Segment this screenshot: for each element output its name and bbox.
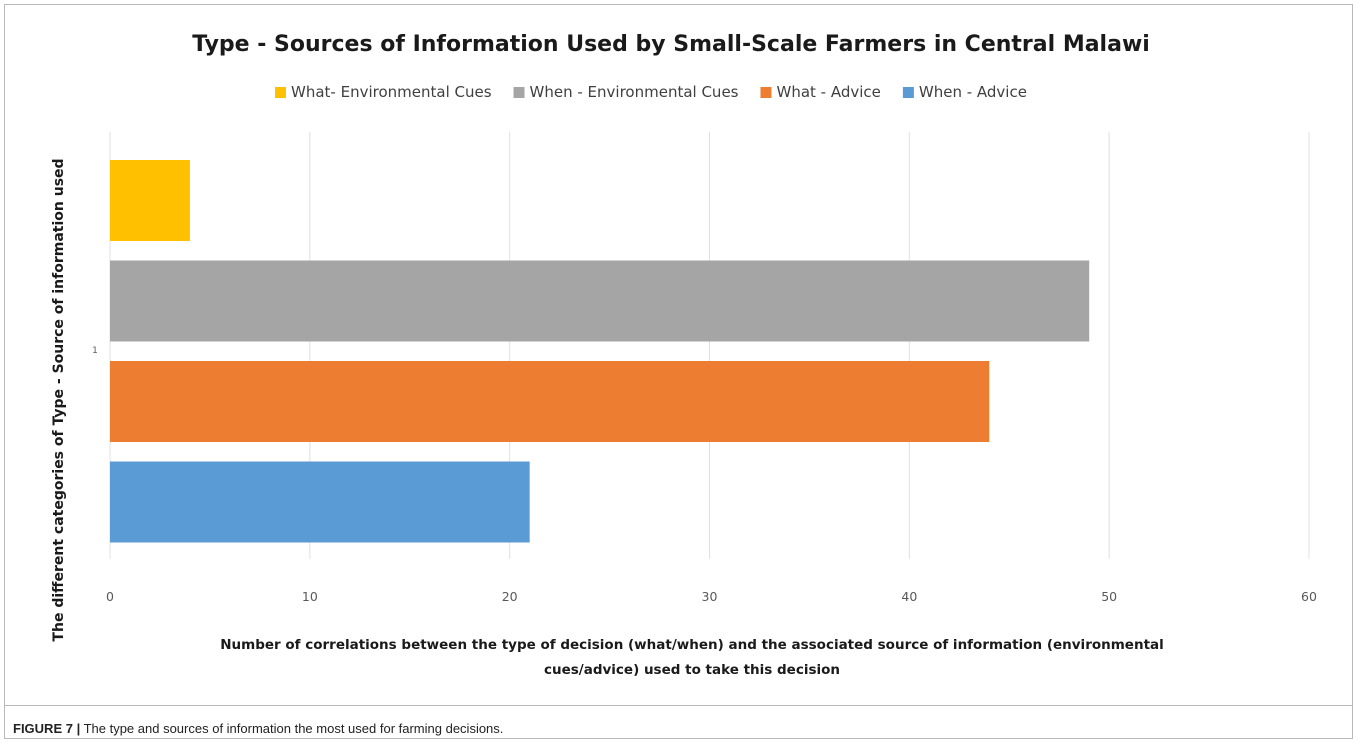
y-tick-label: 1 bbox=[92, 346, 98, 356]
bar-when-environmental-cues bbox=[110, 260, 1090, 342]
caption-label: FIGURE 7 | bbox=[13, 721, 81, 736]
bar-when-advice bbox=[110, 461, 530, 543]
x-tick-label-10: 10 bbox=[302, 589, 318, 604]
x-tick-label-0: 0 bbox=[106, 589, 114, 604]
figure-caption: FIGURE 7 | The type and sources of infor… bbox=[13, 721, 503, 736]
x-tick-label-50: 50 bbox=[1101, 589, 1117, 604]
x-tick-label-30: 30 bbox=[702, 589, 718, 604]
x-tick-label-20: 20 bbox=[502, 589, 518, 604]
legend-label-3: When - Advice bbox=[919, 83, 1027, 101]
legend-swatch-3 bbox=[902, 87, 914, 98]
bars bbox=[110, 160, 1090, 543]
chart: Type - Sources of Information Used by Sm… bbox=[51, 32, 1317, 678]
x-axis-label-line-1: Number of correlations between the type … bbox=[220, 637, 1164, 653]
legend: What- Environmental Cues When - Environme… bbox=[275, 83, 1027, 101]
bar-what-advice bbox=[110, 361, 990, 442]
legend-label-0: What- Environmental Cues bbox=[291, 83, 492, 101]
x-axis-ticks: 0 10 20 30 40 50 60 bbox=[106, 589, 1317, 604]
figure-frame: Type - Sources of Information Used by Sm… bbox=[4, 4, 1353, 739]
gridlines bbox=[109, 132, 1310, 559]
legend-swatch-2 bbox=[760, 87, 772, 98]
legend-swatch-0 bbox=[275, 87, 286, 98]
legend-swatch-1 bbox=[513, 87, 525, 98]
x-tick-label-60: 60 bbox=[1301, 589, 1317, 604]
legend-label-1: When - Environmental Cues bbox=[530, 83, 739, 101]
legend-label-2: What - Advice bbox=[776, 83, 880, 101]
y-axis-label: The different categories of Type - Sourc… bbox=[51, 158, 67, 641]
x-axis-label-line-2: cues/advice) used to take this decision bbox=[544, 662, 840, 678]
x-tick-label-40: 40 bbox=[901, 589, 917, 604]
caption-separator bbox=[5, 705, 1352, 706]
chart-title: Type - Sources of Information Used by Sm… bbox=[192, 32, 1150, 57]
bar-what-environmental-cues bbox=[110, 160, 190, 241]
caption-text: The type and sources of information the … bbox=[80, 721, 504, 736]
